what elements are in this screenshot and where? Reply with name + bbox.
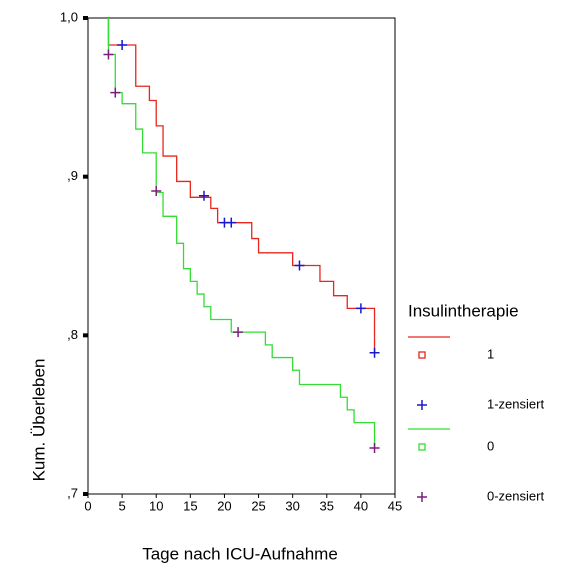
censor-mark: [233, 327, 244, 338]
censor-mark: [110, 87, 121, 98]
censor-mark: [103, 49, 114, 60]
censor-mark: [294, 260, 305, 271]
censor-mark: [198, 190, 209, 201]
legend-label: 0: [487, 438, 494, 453]
x-tick-label: 5: [118, 498, 125, 513]
legend-symbol: [417, 492, 427, 502]
censor-mark: [369, 442, 380, 453]
legend-label: 1: [487, 346, 494, 361]
y-tick-label: 1,0: [60, 9, 78, 24]
x-tick-label: 30: [285, 498, 299, 513]
legend-label: 1-zensiert: [487, 396, 544, 411]
y-tick: [83, 16, 88, 20]
censor-mark: [226, 217, 237, 228]
survival-line: [107, 18, 376, 448]
y-tick-label: ,9: [67, 168, 78, 183]
legend-title: Insulintherapie: [408, 301, 519, 320]
y-axis-label: Kum. Überleben: [29, 359, 48, 482]
x-axis-label: Tage nach ICU-Aufnahme: [142, 544, 338, 563]
censor-mark: [117, 39, 128, 50]
x-tick-label: 20: [217, 498, 231, 513]
censor-mark: [151, 185, 162, 196]
x-tick-label: 0: [84, 498, 91, 513]
censor-mark: [355, 303, 366, 314]
x-tick-label: 40: [354, 498, 368, 513]
y-tick-label: ,8: [67, 327, 78, 342]
x-tick-label: 25: [251, 498, 265, 513]
x-tick-label: 35: [320, 498, 334, 513]
y-tick: [83, 333, 88, 338]
y-tick: [83, 492, 88, 496]
x-tick-label: 10: [149, 498, 163, 513]
y-tick-label: ,7: [67, 485, 78, 500]
y-tick: [83, 174, 88, 179]
plot-frame: [87, 17, 396, 495]
x-tick-label: 45: [388, 498, 402, 513]
x-tick-label: 15: [183, 498, 197, 513]
legend-symbol: [417, 400, 427, 410]
legend-label: 0-zensiert: [487, 488, 544, 503]
censor-mark: [369, 347, 380, 358]
legend-symbol: [418, 443, 426, 451]
survival-line: [107, 18, 376, 353]
legend-symbol: [418, 351, 426, 359]
